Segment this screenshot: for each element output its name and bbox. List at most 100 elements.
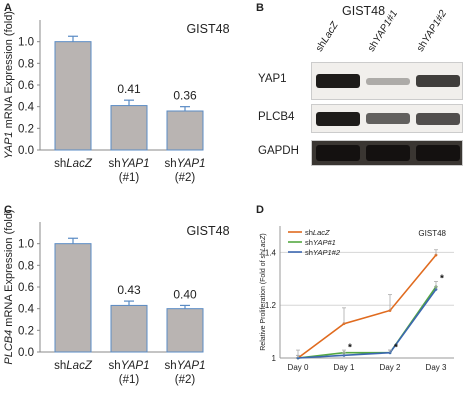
chart-d-legend-label-1-part-0: sh (305, 238, 313, 247)
chart-c-ytick-label-1: 0.2 (18, 325, 34, 337)
chart-d-ytick-label-1: 1.2 (265, 301, 277, 310)
chart-d-series-line-1 (297, 286, 437, 359)
chart-d-legend-label-0-part-0: sh (305, 228, 313, 237)
chart-c-category-label-0-part-0: sh (54, 360, 66, 372)
chart-d-ylabel-part-2: ) (260, 233, 267, 235)
chart-c-bar-2 (166, 308, 204, 353)
chart-c-data-label-2: 0.40 (173, 287, 197, 301)
chart-c-category-label-1: shYAP1 (109, 360, 150, 372)
chart-c-ytick-label-5: 1.0 (18, 239, 34, 251)
chart-c-data-label-1: 0.43 (117, 283, 141, 297)
chart-a-ytick-label-0: 0.0 (18, 145, 34, 157)
panel-letter-d: D (256, 204, 264, 216)
chart-a-ylabel-part-1: mRNA Expression (fold) (3, 11, 15, 131)
chart-d-ylabel: Relative Proliferation (Fold of shLacZ) (260, 233, 267, 351)
panel-letter-a: A (4, 2, 12, 14)
western-blot-panel: GIST48 shLacZ shYAP1#1 shYAP1#2 YAP1 PLCB4 G… (256, 0, 474, 200)
chart-d-ylabel-part-1: LacZ (260, 235, 267, 251)
chart-c-ylabel-part-0: PLCB4 (3, 330, 15, 365)
chart-d-point-0-2 (388, 309, 392, 312)
chart-d-point-2-0 (296, 356, 300, 360)
chart-c-category-label-1-part-1: YAP1 (121, 360, 150, 372)
western-blot-lane-label-0: shLacZ (314, 20, 341, 54)
chart-c-category-label-0-part-1: LacZ (66, 360, 93, 372)
western-blot-band-2-0 (316, 145, 360, 161)
western-blot-lane-label-2: shYAP1#2 (415, 8, 449, 53)
western-blot-band-0-1 (366, 78, 410, 85)
western-blot-band-2-2 (416, 145, 460, 161)
chart-c-ylabel: PLCB4 mRNA Expression (fold) (3, 209, 15, 364)
chart-d-legend-label-2: shYAP1#2 (305, 248, 341, 257)
chart-c-bar-1 (110, 304, 148, 353)
chart-d-series-line-0 (297, 254, 437, 359)
chart-c-ytick-label-4: 0.8 (18, 260, 34, 272)
chart-d-xtick-label-0: Day 0 (288, 363, 309, 372)
chart-c-category-sub-2: (#2) (175, 374, 196, 386)
lane-label-italic: YAP1#2 (420, 8, 450, 45)
chart-c-category-label-2: shYAP1 (165, 360, 206, 372)
chart-c-ytick-label-2: 0.4 (18, 304, 35, 316)
chart-c-category-sub-1: (#1) (119, 374, 140, 386)
chart-a-category-sub-2: (#2) (175, 172, 196, 184)
chart-d-legend-label-1-part-1: YAP#1 (313, 238, 336, 247)
chart-c-category-label-1-part-0: sh (109, 360, 121, 372)
chart-a-ytick-label-3: 0.6 (18, 80, 34, 92)
chart-c-ytick-label-3: 0.6 (18, 282, 34, 294)
chart-d-point-2-1 (342, 353, 346, 357)
chart-d-legend-label-2-part-0: sh (305, 248, 313, 257)
western-blot-strip-2 (311, 140, 463, 166)
chart-c-ytick-label-0: 0.0 (18, 347, 34, 359)
chart-a-ylabel: YAP1 mRNA Expression (fold) (3, 11, 15, 159)
western-blot-strip-1 (311, 104, 463, 133)
chart-d-xtick-label-3: Day 3 (426, 363, 447, 372)
chart-a-bar-0 (54, 41, 92, 151)
western-blot-band-0-0 (316, 74, 360, 88)
chart-a-bar-2 (166, 110, 204, 151)
chart-c-category-label-0: shLacZ (54, 360, 93, 372)
chart-d-legend-label-1: shYAP#1 (305, 238, 336, 247)
chart-a-ytick-label-1: 0.2 (18, 123, 34, 135)
chart-c-category-label-2-part-1: YAP1 (177, 360, 206, 372)
panel-letter-b: B (256, 2, 264, 14)
lane-label-italic: LacZ (319, 20, 341, 45)
chart-c-ylabel-part-1: mRNA Expression (fold) (3, 209, 15, 329)
chart-a-ytick-label-4: 0.8 (18, 58, 34, 70)
western-blot-row-label-2: GAPDH (258, 145, 299, 157)
chart-a-category-label-2-part-0: sh (165, 158, 177, 170)
chart-a-data-label-2: 0.36 (173, 89, 197, 103)
chart-d-legend-label-2-part-1: YAP1#2 (313, 248, 341, 257)
chart-d-ytick-label-0: 1 (272, 354, 277, 363)
western-blot-band-2-1 (366, 145, 410, 161)
chart-d-xtick-label-1: Day 1 (334, 363, 355, 372)
chart-a-ytick-label-2: 0.4 (18, 102, 35, 114)
chart-d-significance-2: * (440, 274, 444, 285)
chart-c-bar-0 (54, 243, 92, 353)
chart-a-ylabel-part-0: YAP1 (3, 131, 15, 159)
chart-d-ytick-label-2: 1.4 (265, 248, 277, 257)
chart-a-category-label-0-part-1: LacZ (66, 158, 93, 170)
chart-d-legend-label-0: shLacZ (305, 228, 330, 237)
chart-a-category-label-1: shYAP1 (109, 158, 150, 170)
chart-d-xtick-label-2: Day 2 (380, 363, 401, 372)
chart-c-title: GIST48 (186, 224, 229, 238)
chart-c-category-label-2-part-0: sh (165, 360, 177, 372)
chart-d-significance-1: * (394, 343, 398, 354)
western-blot-band-0-2 (416, 75, 460, 87)
western-blot-band-1-0 (316, 112, 360, 126)
western-blot-band-1-2 (416, 113, 460, 125)
western-blot-strip-0 (311, 62, 463, 100)
chart-a-category-label-1-part-0: sh (109, 158, 121, 170)
chart-d-point-0-1 (342, 322, 346, 326)
chart-a-category-label-2: shYAP1 (165, 158, 206, 170)
panel-letter-c: C (4, 204, 12, 216)
western-blot-row-label-1: PLCB4 (258, 110, 295, 123)
chart-d-ylabel-part-0: Relative Proliferation (Fold of sh (260, 251, 267, 351)
chart-d-point-0-3 (434, 253, 438, 257)
chart-d-title: GIST48 (418, 229, 446, 238)
chart-a-category-label-2-part-1: YAP1 (177, 158, 206, 170)
chart-a-category-label-1-part-1: YAP1 (121, 158, 150, 170)
chart-d-significance-0: * (348, 343, 352, 354)
